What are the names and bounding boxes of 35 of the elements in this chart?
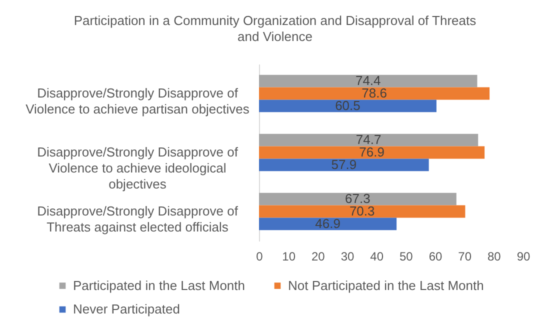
bar xyxy=(259,146,485,159)
data-label: 78.6 xyxy=(362,86,387,100)
x-tick-label: 50 xyxy=(399,250,414,264)
y-tick-label: Disapprove/Strongly Disapprove of Violence to achieve partisan objectives xyxy=(26,86,250,116)
data-label: 74.4 xyxy=(355,73,381,88)
x-tick-label: 20 xyxy=(311,250,326,264)
x-tick-label: 40 xyxy=(370,250,384,264)
x-tick-label: 80 xyxy=(487,250,502,264)
data-label: 67.3 xyxy=(345,191,370,206)
legend-label: Never Participated xyxy=(73,302,180,316)
bar xyxy=(259,134,478,146)
bar xyxy=(259,218,397,230)
legend-label: Participated in the Last Month xyxy=(73,278,245,293)
data-label: 70.3 xyxy=(349,204,375,218)
data-label: 74.7 xyxy=(356,132,382,148)
bar xyxy=(259,74,478,88)
bar xyxy=(259,100,436,112)
data-label: 60.5 xyxy=(335,98,360,113)
x-tick-label: 90 xyxy=(516,250,530,264)
x-tick-label: 0 xyxy=(256,250,264,264)
x-tick-label: 60 xyxy=(428,250,442,264)
y-tick-label: Disapprove/Strongly Disapprove of Violence to achieve ideological objectives xyxy=(37,144,238,192)
x-tick-label: 30 xyxy=(340,250,354,264)
bar xyxy=(259,87,490,100)
legend-label: Not Participated in the Last Month xyxy=(288,278,484,293)
x-tick-label: 70 xyxy=(458,250,472,264)
bar xyxy=(259,205,466,218)
bar xyxy=(259,158,429,172)
x-tick-label: 10 xyxy=(282,250,296,264)
y-tick-label: Disapprove/Strongly Disapprove of Threats against elected officials xyxy=(37,204,238,234)
data-label: 46.9 xyxy=(315,216,340,231)
data-label: 76.9 xyxy=(359,144,384,160)
chart-title: Participation in a Community Organization and Disapproval of Threats and Violence xyxy=(74,13,477,44)
data-label: 57.9 xyxy=(331,156,357,172)
bar xyxy=(259,192,456,206)
